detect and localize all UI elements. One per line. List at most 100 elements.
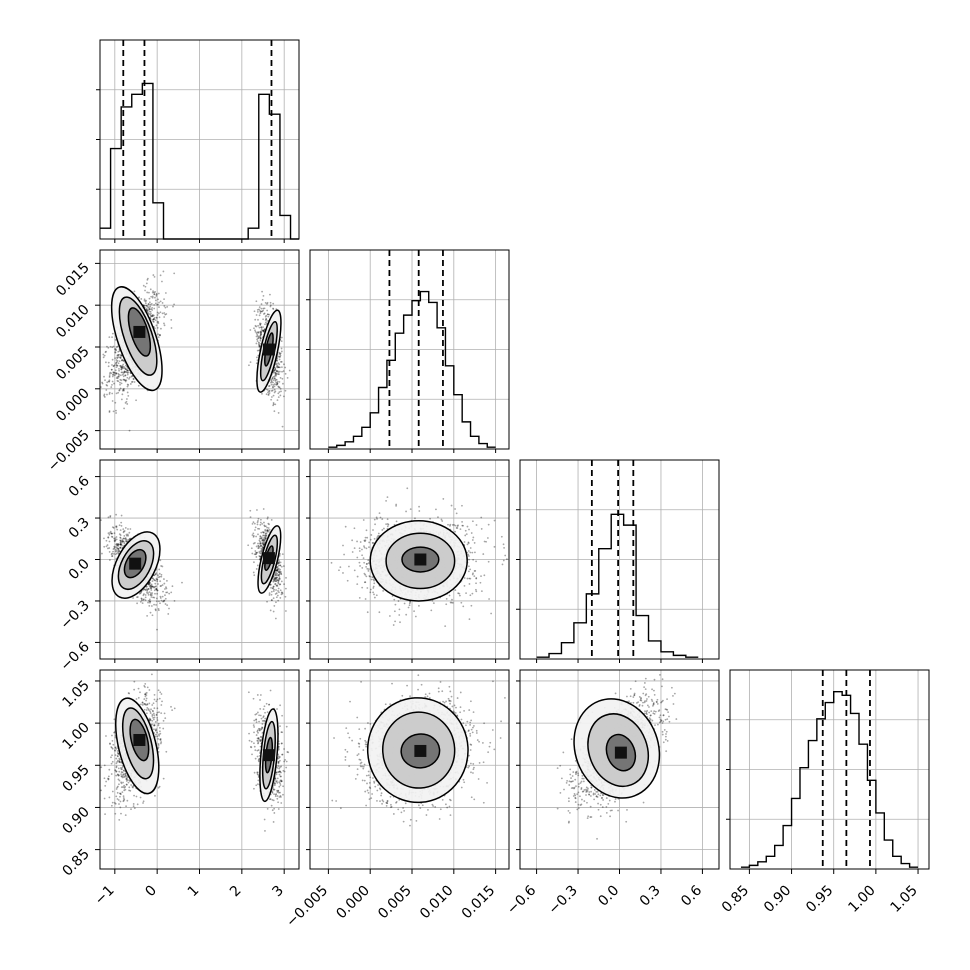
scatter-point [155, 324, 158, 327]
scatter-point [259, 521, 262, 524]
scatter-point [113, 532, 116, 535]
scatter-point [257, 336, 260, 339]
scatter-point [258, 345, 261, 348]
scatter-point [146, 591, 148, 594]
scatter-point [161, 280, 163, 283]
scatter-point [284, 366, 287, 369]
scatter-point [118, 367, 120, 370]
scatter-point [125, 774, 127, 777]
scatter-point [255, 325, 258, 328]
scatter-point [253, 771, 256, 774]
scatter-point [259, 309, 261, 312]
scatter-point [276, 579, 279, 581]
scatter-point [120, 543, 123, 546]
scatter-point [130, 381, 133, 383]
scatter-point [257, 517, 260, 520]
scatter-point [165, 591, 168, 594]
scatter-point [145, 694, 148, 696]
scatter-point [248, 364, 250, 367]
scatter-point [115, 766, 118, 769]
scatter-point [273, 375, 276, 378]
scatter-point [154, 794, 156, 797]
scatter-point [125, 783, 128, 786]
scatter-point [262, 329, 264, 332]
scatter-point [111, 358, 114, 361]
scatter-point [151, 313, 154, 316]
scatter-point [277, 567, 280, 570]
scatter-point [270, 380, 273, 383]
scatter-point [115, 348, 117, 351]
scatter-point [260, 310, 263, 313]
scatter-point [258, 306, 261, 309]
scatter-point [262, 330, 265, 333]
scatter-point [173, 599, 176, 602]
scatter-point [259, 535, 262, 537]
scatter-point [162, 590, 164, 593]
scatter-point [118, 770, 121, 773]
scatter-point [272, 375, 275, 378]
scatter-point [107, 777, 110, 780]
scatter-point [113, 540, 116, 543]
scatter-point [150, 708, 152, 711]
scatter-point [117, 799, 120, 801]
scatter-point [106, 384, 109, 387]
scatter-point [151, 715, 154, 717]
scatter-point [172, 305, 174, 308]
scatter-point [132, 786, 134, 789]
scatter-point [124, 374, 127, 377]
scatter-point [280, 802, 283, 804]
scatter-point [111, 746, 113, 749]
panel-content [100, 460, 299, 659]
scatter-point [115, 552, 118, 555]
scatter-point [281, 366, 283, 368]
scatter-point [259, 555, 262, 558]
scatter-point [114, 357, 117, 360]
scatter-point [277, 561, 280, 564]
scatter-point [275, 578, 277, 581]
scatter-point [281, 753, 284, 756]
scatter-point [145, 699, 147, 702]
scatter-point [114, 546, 117, 548]
scatter-point [284, 587, 287, 590]
scatter-point [143, 708, 146, 711]
scatter-point [258, 342, 260, 345]
scatter-point [155, 316, 158, 319]
scatter-point [278, 583, 281, 586]
scatter-point [280, 573, 283, 576]
scatter-point [107, 778, 110, 781]
scatter-point [261, 542, 264, 545]
scatter-point [151, 585, 154, 588]
scatter-point [117, 752, 119, 755]
scatter-point [117, 767, 120, 770]
scatter-point [125, 783, 128, 786]
scatter-point [118, 388, 121, 391]
scatter-point [116, 379, 119, 382]
scatter-point [171, 585, 174, 588]
scatter-point [258, 545, 261, 548]
scatter-point [112, 345, 115, 348]
scatter-point [123, 784, 126, 787]
scatter-point [260, 537, 263, 540]
scatter-point [111, 801, 114, 804]
scatter-point [119, 529, 122, 532]
scatter-point [119, 537, 122, 539]
scatter-point [126, 777, 128, 780]
scatter-point [253, 310, 256, 313]
scatter-point [269, 305, 272, 308]
scatter-point [126, 385, 129, 388]
scatter-point [161, 600, 164, 603]
scatter-point [143, 298, 146, 301]
scatter-point [115, 372, 118, 375]
scatter-point [151, 296, 154, 299]
scatter-point [158, 734, 160, 737]
scatter-point [123, 769, 125, 772]
scatter-point [107, 536, 110, 539]
scatter-point [156, 326, 159, 329]
scatter-point [121, 367, 123, 369]
scatter-point [161, 312, 164, 315]
scatter-point [153, 307, 156, 310]
scatter-point [160, 599, 163, 602]
scatter-point [122, 372, 125, 375]
scatter-point [116, 760, 119, 763]
scatter-point [111, 555, 113, 558]
